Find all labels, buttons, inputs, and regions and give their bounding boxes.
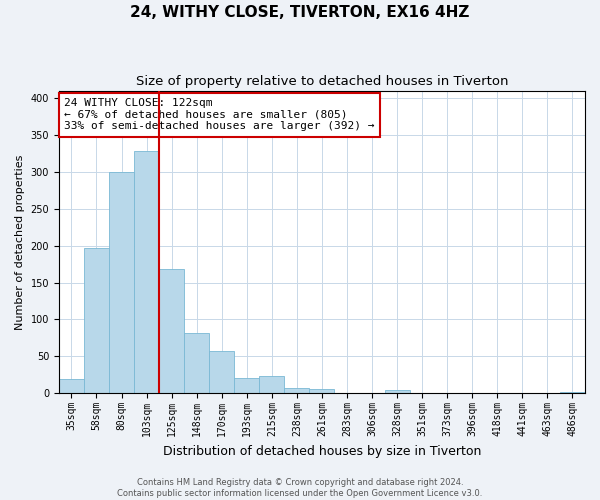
Bar — [310, 389, 334, 394]
Bar — [259, 376, 284, 394]
Bar — [560, 392, 585, 394]
Text: Contains HM Land Registry data © Crown copyright and database right 2024.
Contai: Contains HM Land Registry data © Crown c… — [118, 478, 482, 498]
Y-axis label: Number of detached properties: Number of detached properties — [15, 154, 25, 330]
Text: 24, WITHY CLOSE, TIVERTON, EX16 4HZ: 24, WITHY CLOSE, TIVERTON, EX16 4HZ — [130, 5, 470, 20]
Bar — [134, 151, 159, 394]
Bar — [159, 269, 184, 394]
Bar — [184, 332, 209, 394]
Bar — [84, 248, 109, 394]
Bar — [109, 172, 134, 394]
Title: Size of property relative to detached houses in Tiverton: Size of property relative to detached ho… — [136, 75, 508, 88]
Bar — [234, 378, 259, 394]
X-axis label: Distribution of detached houses by size in Tiverton: Distribution of detached houses by size … — [163, 444, 481, 458]
Bar — [284, 388, 310, 394]
Bar — [59, 378, 84, 394]
Bar — [209, 351, 234, 394]
Bar — [385, 390, 410, 394]
Text: 24 WITHY CLOSE: 122sqm
← 67% of detached houses are smaller (805)
33% of semi-de: 24 WITHY CLOSE: 122sqm ← 67% of detached… — [64, 98, 374, 132]
